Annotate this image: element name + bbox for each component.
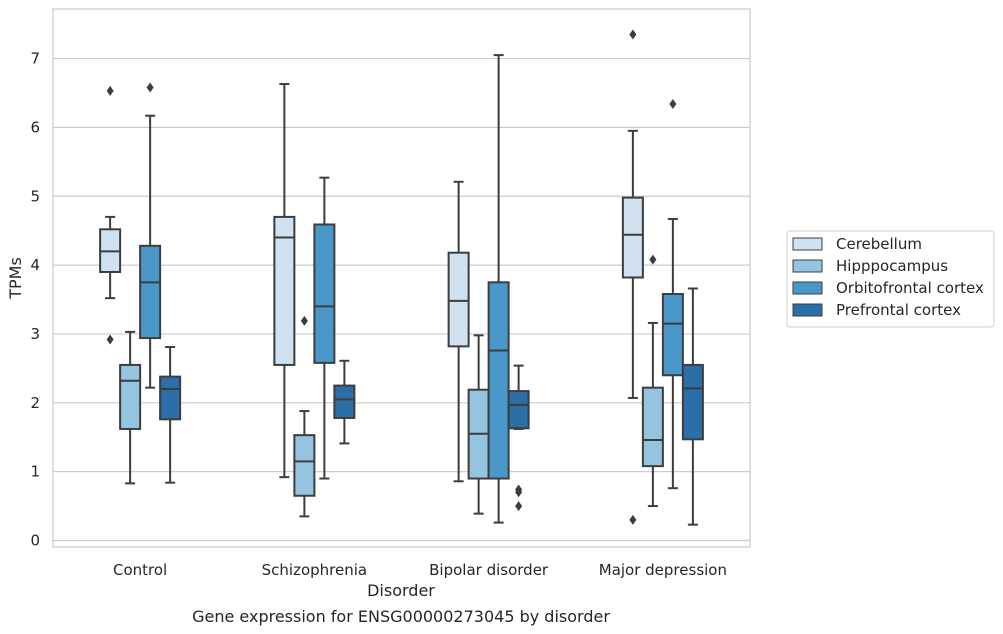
box-group <box>293 315 316 518</box>
box-body <box>333 384 356 419</box>
box-body <box>313 223 336 364</box>
outlier-point <box>649 254 657 265</box>
box-group <box>661 98 684 490</box>
legend-entry-label: Prefrontal cortex <box>836 301 961 319</box>
legend-frame <box>786 230 995 328</box>
box-group <box>487 54 510 524</box>
legend-entry-label: Hipppocampus <box>836 257 948 275</box>
x-tick-label: Schizophrenia <box>262 561 367 579</box>
legend-swatch <box>792 281 823 295</box>
legend-swatch <box>792 259 823 273</box>
boxes-layer <box>99 29 704 526</box>
legend-swatch <box>792 237 823 251</box>
legend-entry-label: Cerebellum <box>836 235 922 253</box>
box-body <box>447 251 470 348</box>
outlier-point <box>669 98 677 109</box>
y-axis-label: TPMs <box>6 257 25 300</box>
box-body <box>139 244 162 340</box>
outlier-point <box>146 82 154 93</box>
x-tick-label: Bipolar disorder <box>429 561 549 579</box>
box-group <box>467 334 490 515</box>
outlier-point <box>106 334 114 345</box>
outlier-point <box>300 315 308 326</box>
x-tick-label: Control <box>113 561 167 579</box>
box-body <box>119 363 142 430</box>
box-group <box>139 82 162 389</box>
y-tick-label: 0 <box>30 532 40 550</box>
legend-entry-label: Orbitofrontal cortex <box>836 279 984 297</box>
box-group <box>159 346 182 484</box>
y-tick-label: 3 <box>30 325 40 343</box>
box-body <box>661 293 684 377</box>
box-body <box>507 390 530 430</box>
y-tick-label: 2 <box>30 394 40 412</box>
box-group <box>119 330 142 485</box>
outlier-point <box>629 29 637 40</box>
box-group <box>313 176 336 480</box>
box-body <box>641 386 664 468</box>
box-body <box>621 196 644 279</box>
box-body <box>159 375 182 421</box>
x-axis-ticks: Control Schizophrenia Bipolar disorder Majo… <box>113 561 727 579</box>
box-group <box>333 359 356 445</box>
x-tick-label: Major depression <box>599 561 727 579</box>
box-group <box>507 364 530 512</box>
outlier-point <box>515 487 523 498</box>
legend-swatch <box>792 303 823 317</box>
outlier-point <box>106 85 114 96</box>
x-axis-label: Disorder <box>367 581 435 600</box>
box-group <box>641 254 664 508</box>
chart-caption: Gene expression for ENSG00000273045 by d… <box>192 607 610 626</box>
box-body <box>293 434 316 497</box>
box-body <box>681 363 704 441</box>
box-group <box>99 85 122 345</box>
box-group <box>681 287 704 526</box>
outlier-point <box>515 501 523 512</box>
y-tick-label: 5 <box>30 187 40 205</box>
box-body <box>273 215 296 366</box>
y-tick-label: 1 <box>30 463 40 481</box>
y-tick-label: 7 <box>30 50 40 68</box>
box-body <box>487 281 510 480</box>
y-tick-label: 4 <box>30 256 40 274</box>
box-group <box>621 29 644 525</box>
legend: Cerebellum Hipppocampus Orbitofrontal cort… <box>786 230 995 328</box>
plot-frame <box>52 8 751 548</box>
y-axis-ticks: 0 1 2 3 4 5 6 7 <box>30 50 40 550</box>
box-group <box>447 180 470 483</box>
y-tick-label: 6 <box>30 118 40 136</box>
outlier-point <box>629 514 637 525</box>
box-group <box>273 83 296 479</box>
